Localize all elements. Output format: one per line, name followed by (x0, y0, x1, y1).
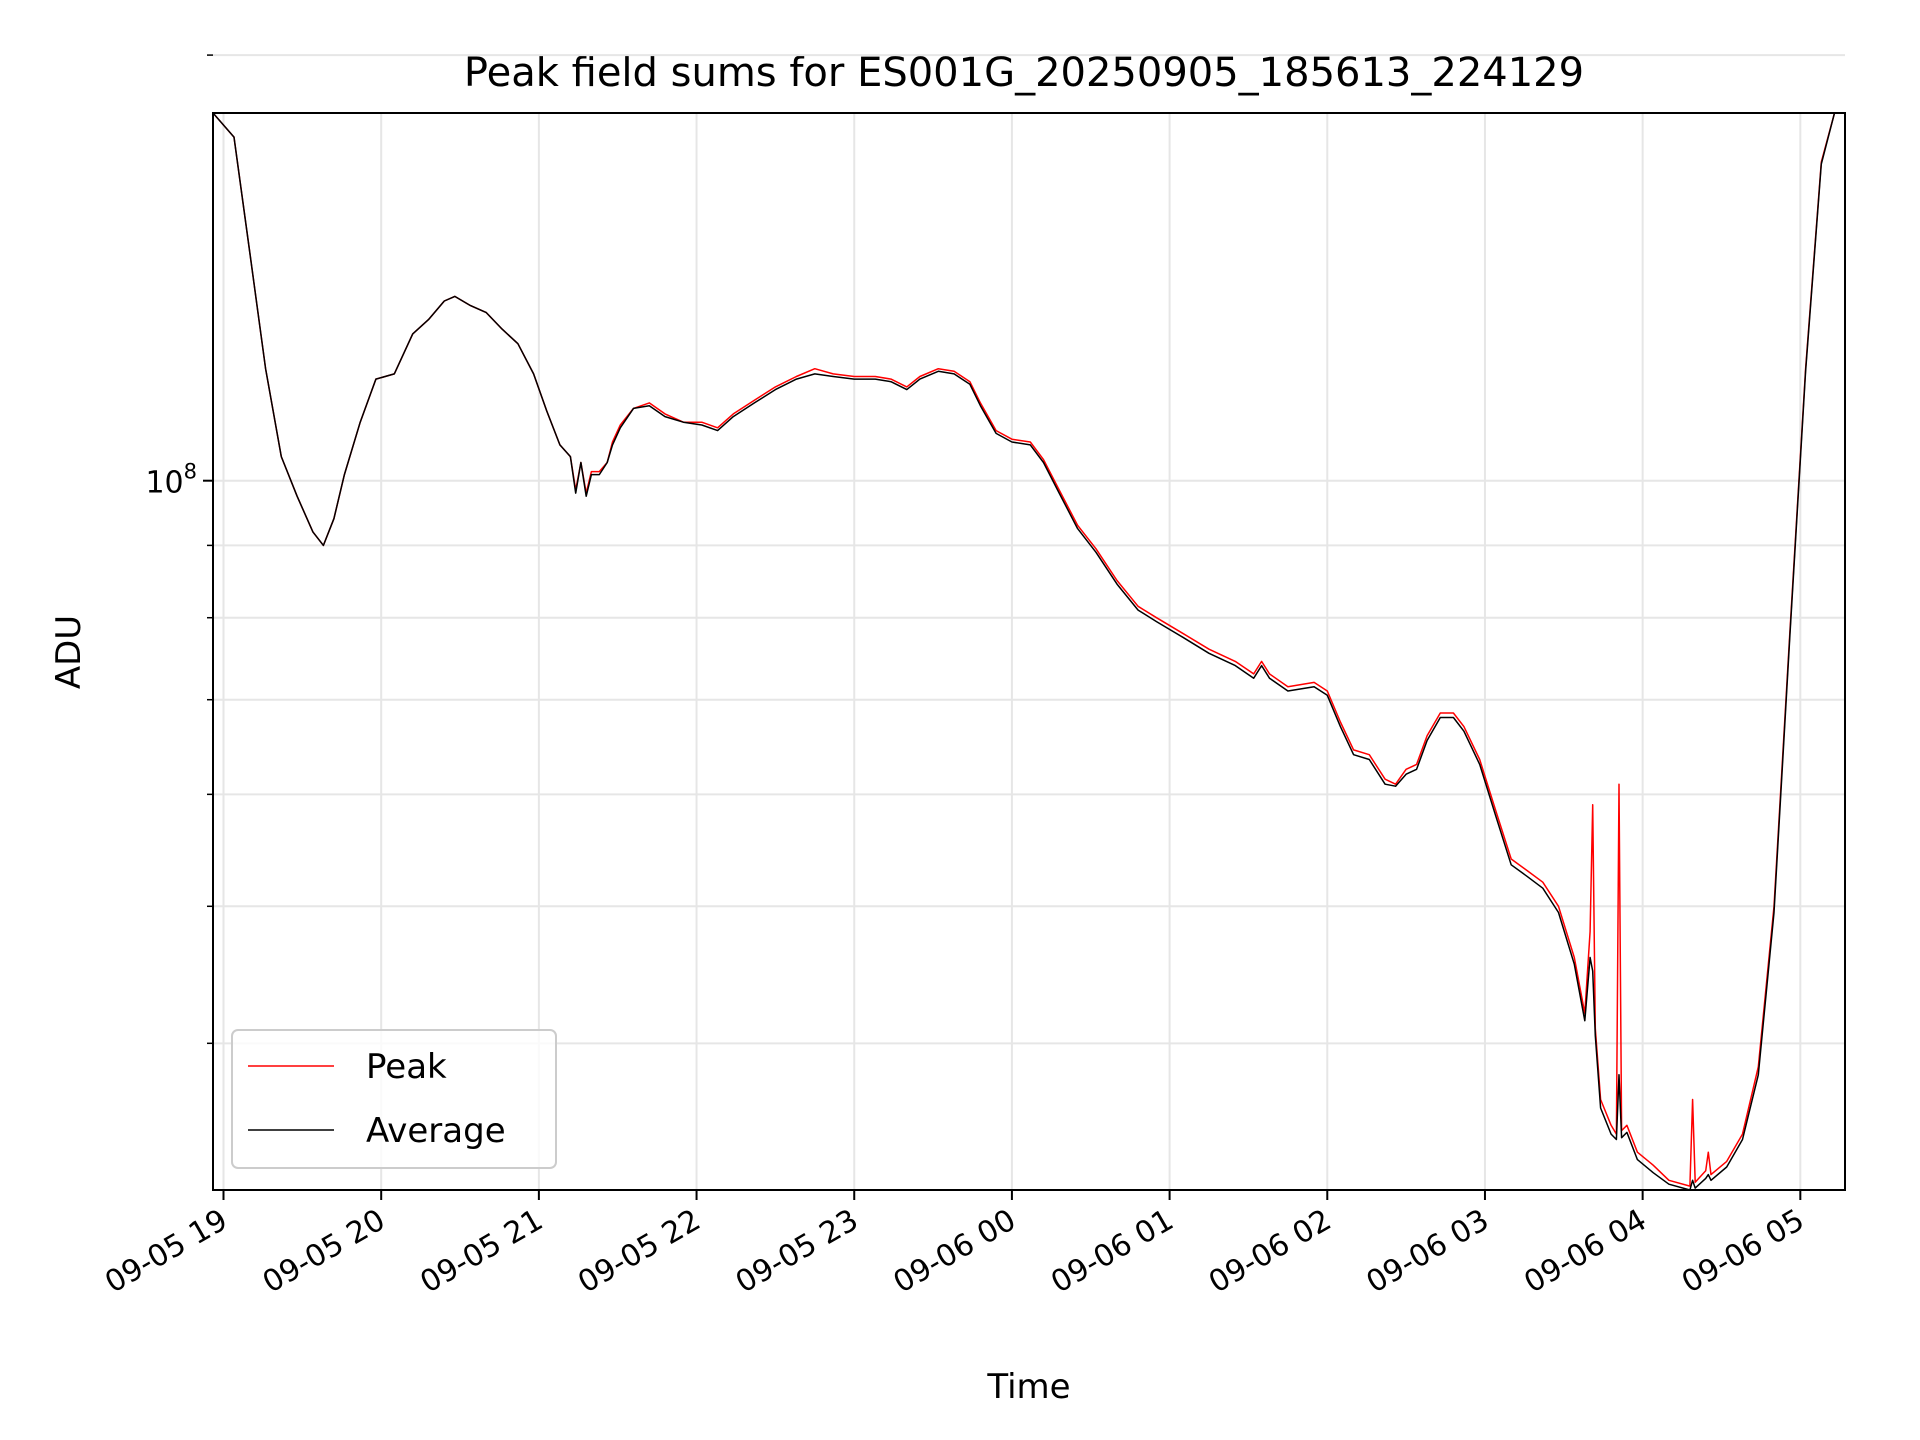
plot-area (213, 113, 1836, 1190)
y-axis-ticks: 108 (145, 54, 213, 1045)
y-tick-label: 108 (145, 460, 197, 501)
legend-box (231, 1029, 557, 1169)
series-line-average (213, 113, 1836, 1190)
plot-frame (212, 112, 1846, 1191)
chart-title: Peak field sums for ES001G_20250905_1856… (464, 50, 1584, 96)
series-layer (213, 113, 1836, 1190)
grid-lines (213, 54, 1845, 1190)
legend-label-average: Average (366, 1111, 506, 1151)
y-axis-label: ADU (49, 615, 89, 689)
x-axis-label: Time (986, 1367, 1070, 1407)
legend: Peak Average (231, 1029, 557, 1169)
legend-label-peak: Peak (366, 1047, 447, 1087)
